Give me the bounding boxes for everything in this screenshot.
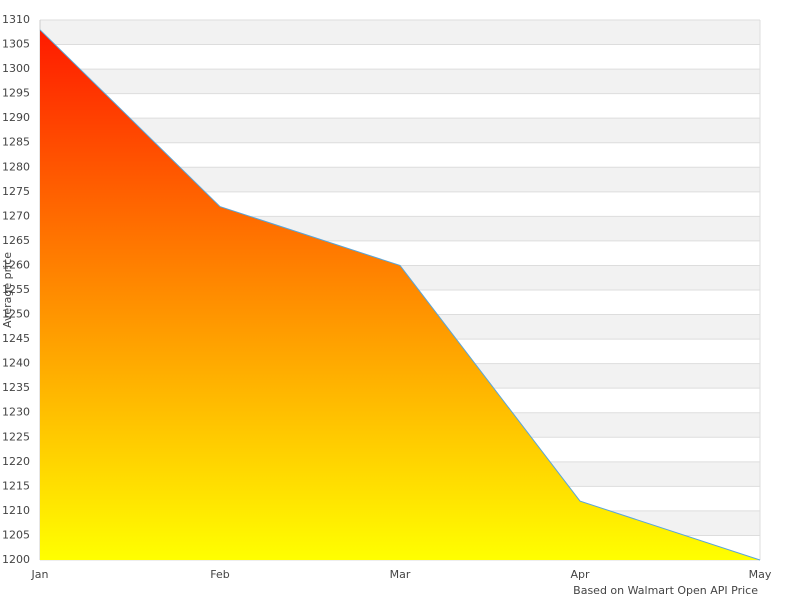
y-tick-label: 1265 (2, 234, 30, 247)
y-tick-label: 1210 (2, 504, 30, 517)
x-tick-label: Apr (570, 568, 590, 581)
x-tick-label: Mar (390, 568, 411, 581)
y-tick-label: 1270 (2, 209, 30, 222)
y-tick-label: 1255 (2, 283, 30, 296)
y-axis-label: Average price (1, 252, 14, 328)
y-tick-label: 1300 (2, 62, 30, 75)
y-tick-label: 1305 (2, 38, 30, 51)
y-tick-label: 1290 (2, 111, 30, 124)
y-tick-label: 1200 (2, 553, 30, 566)
y-tick-label: 1285 (2, 136, 30, 149)
y-tick-label: 1220 (2, 455, 30, 468)
footer-note: Based on Walmart Open API Price (573, 584, 758, 597)
x-tick-label: Jan (31, 568, 49, 581)
grid-band (40, 69, 760, 94)
area (40, 29, 760, 561)
y-tick-label: 1280 (2, 160, 30, 173)
y-tick-label: 1240 (2, 357, 30, 370)
y-tick-label: 1295 (2, 87, 30, 100)
x-tick-label: Feb (210, 568, 229, 581)
y-tick-label: 1225 (2, 430, 30, 443)
y-tick-label: 1235 (2, 381, 30, 394)
grid-band (40, 118, 760, 143)
y-tick-label: 1260 (2, 258, 30, 271)
y-tick-label: 1205 (2, 528, 30, 541)
area-line (39, 29, 761, 561)
grid-band (40, 20, 760, 45)
y-tick-label: 1230 (2, 406, 30, 419)
x-tick-label: May (749, 568, 772, 581)
y-tick-label: 1250 (2, 308, 30, 321)
y-tick-label: 1275 (2, 185, 30, 198)
y-tick-label: 1215 (2, 479, 30, 492)
y-tick-label: 1245 (2, 332, 30, 345)
y-tick-label: 1310 (2, 13, 30, 26)
